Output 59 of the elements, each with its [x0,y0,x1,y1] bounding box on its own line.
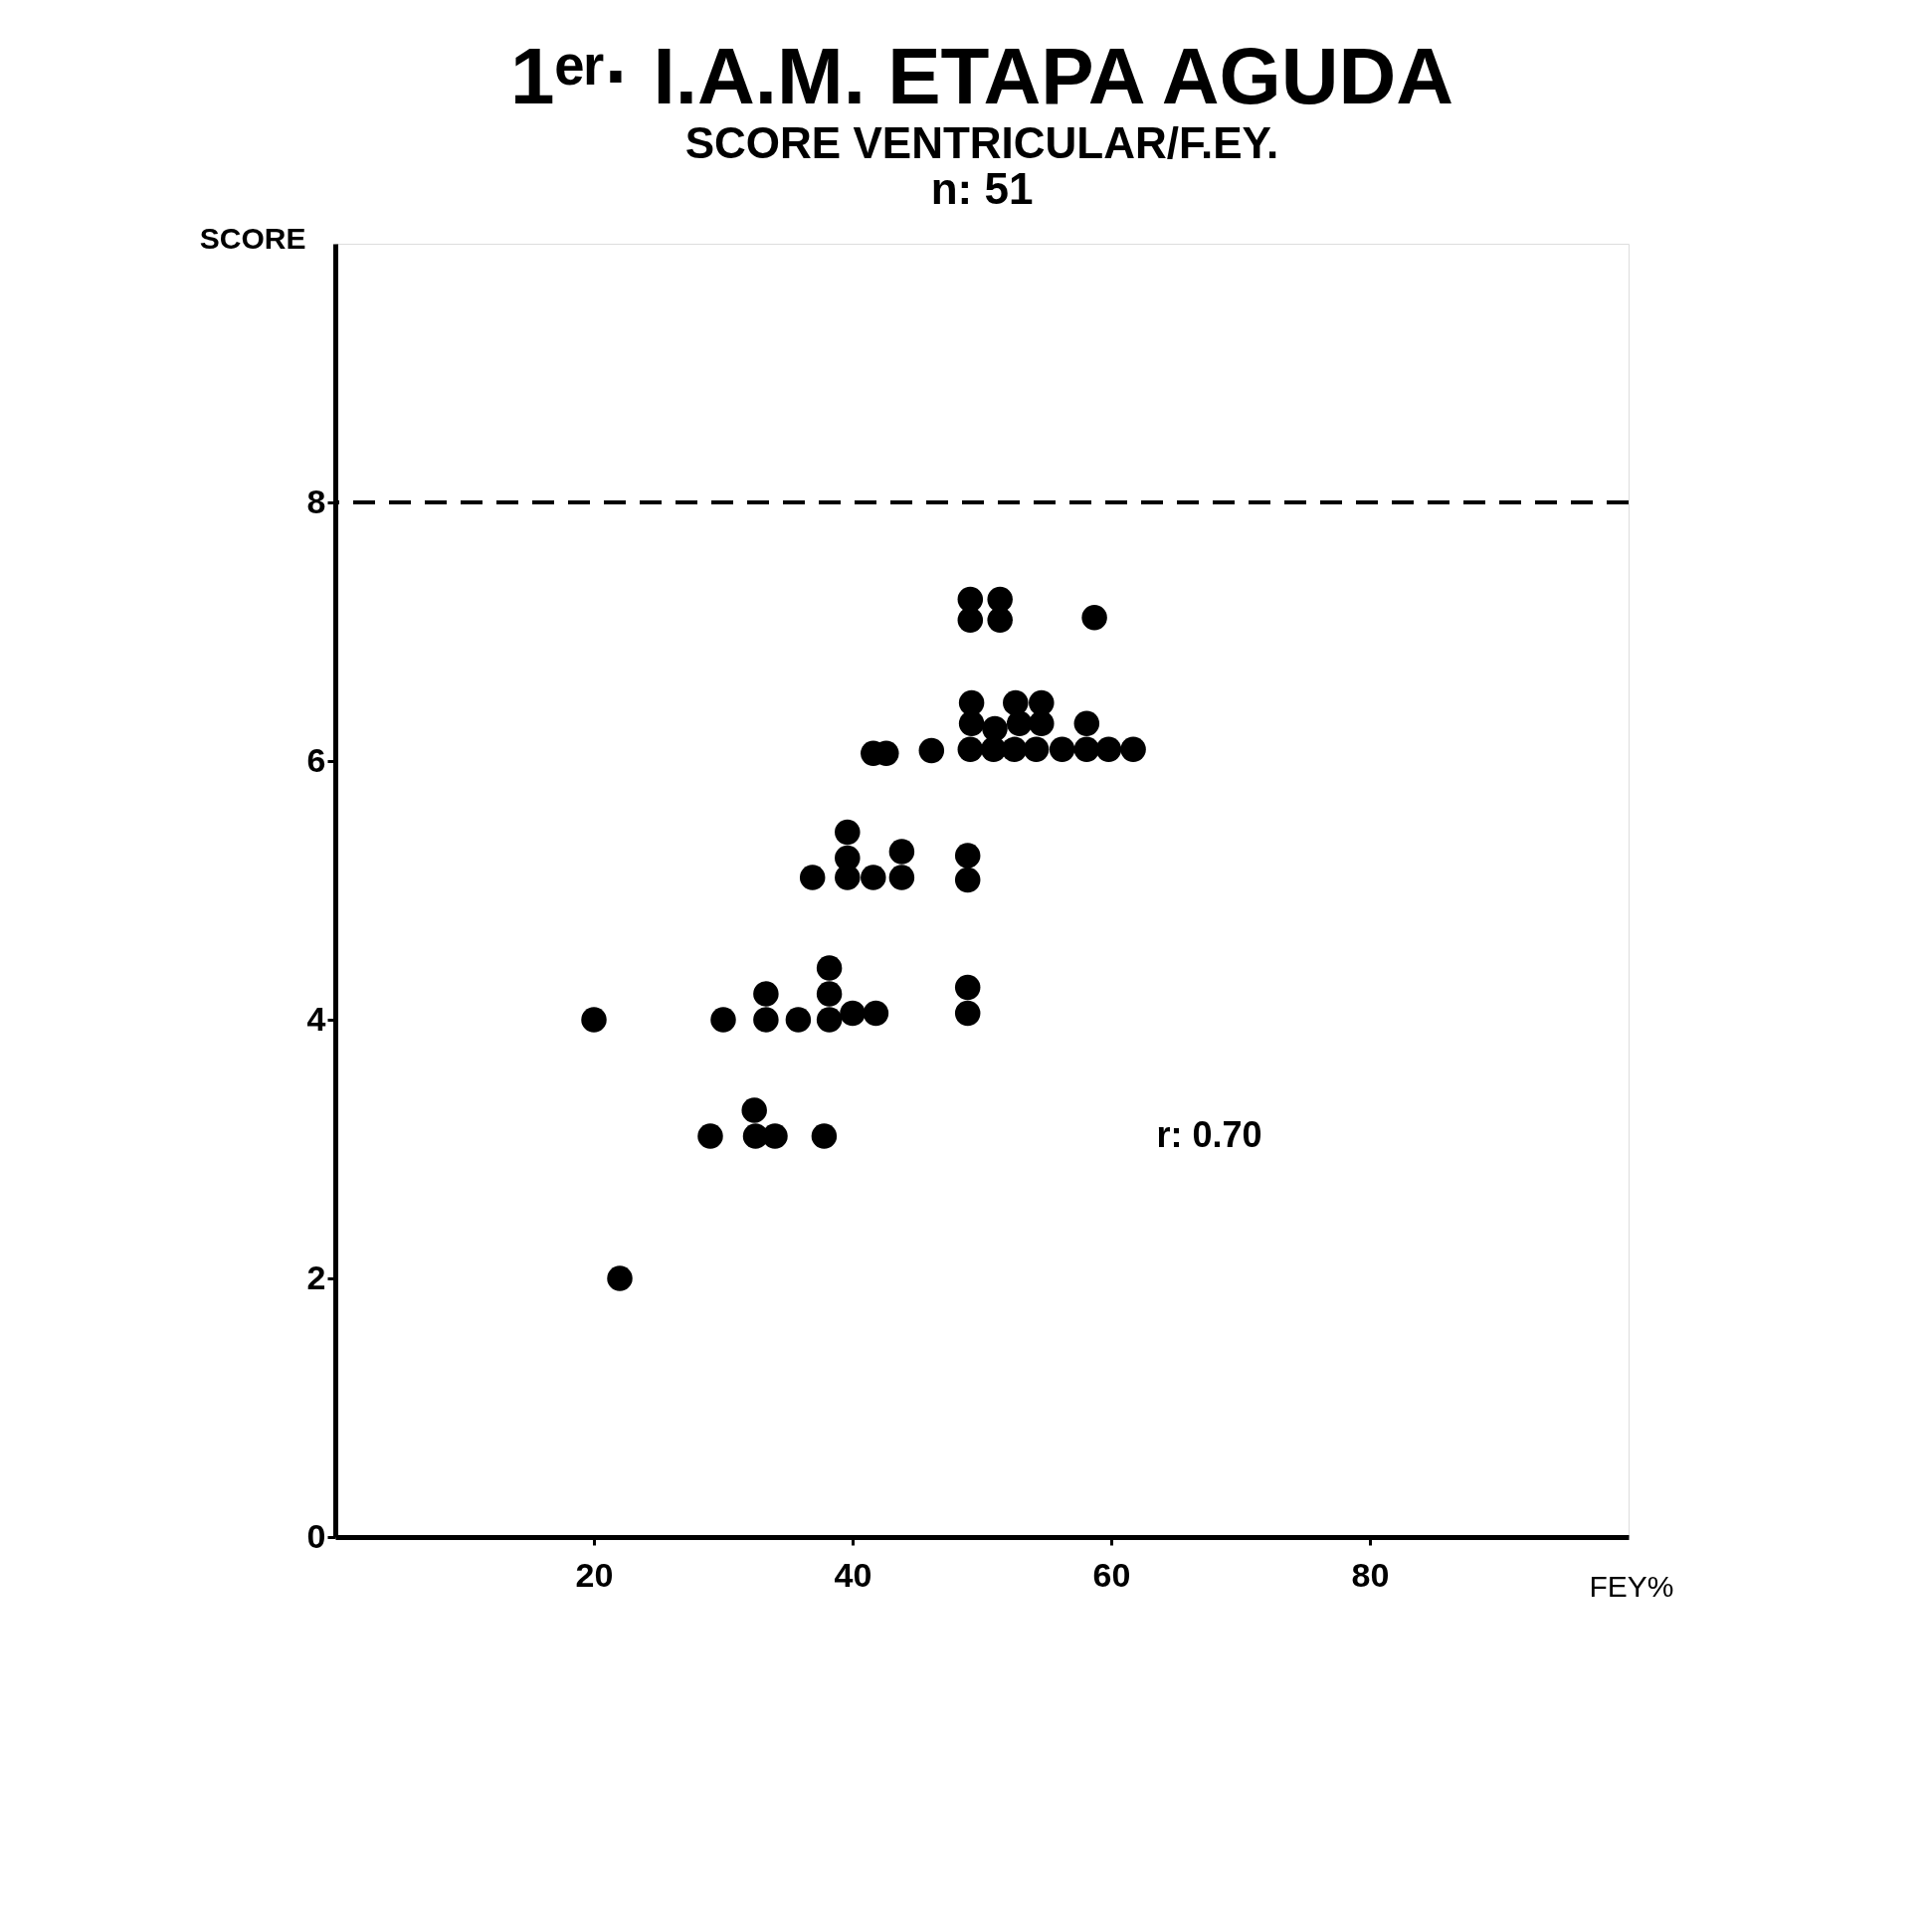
point [835,819,861,846]
point [816,981,843,1007]
point [753,1007,779,1033]
point [1095,736,1122,763]
point [957,736,984,763]
point [1001,736,1028,763]
y-tick-label: 8 [306,482,326,520]
point [835,865,861,890]
point [762,1123,788,1149]
text: SCORE VENTRICULAR/F.EY. [684,118,1279,167]
point [1003,689,1029,716]
point [987,586,1013,613]
point [816,955,843,981]
point [799,865,826,890]
y-tick-label: 6 [306,740,326,779]
point [753,981,779,1007]
point [816,1007,843,1033]
annotation: r: 0.70 [1156,1114,1262,1155]
point [785,1007,812,1033]
point [1073,710,1100,737]
point [957,607,984,634]
point [861,865,886,890]
x-axis-title: FEY% [1589,1569,1674,1603]
y-tick-label: 0 [306,1516,326,1555]
chart-title: 1ᵉʳ· I.A.M. ETAPA AGUDA [509,32,1454,120]
point [954,974,981,1001]
point [607,1265,633,1291]
point [987,607,1013,634]
point [954,867,981,893]
point [1073,736,1100,763]
point [888,839,915,865]
x-tick-label: 40 [834,1555,872,1594]
point [863,1000,889,1027]
point [954,843,981,869]
point [581,1007,607,1033]
text: n: 51 [930,164,1034,213]
y-axis-title: SCORE [199,221,306,255]
point [1049,736,1075,763]
point [1029,689,1055,716]
x-tick-label: 60 [1092,1555,1131,1594]
point [1023,736,1050,763]
point [954,1000,981,1027]
x-tick-label: 80 [1351,1555,1390,1594]
point [982,715,1008,742]
point [710,1007,736,1033]
point [1029,710,1055,737]
point [1120,736,1146,763]
point [840,1000,866,1027]
point [697,1123,723,1149]
point [1081,604,1107,631]
point [741,1097,767,1123]
point [918,737,945,764]
point [888,865,915,890]
y-tick-label: 4 [306,999,326,1038]
point [811,1123,838,1149]
y-tick-label: 2 [306,1257,326,1296]
point [958,689,985,716]
x-tick-label: 20 [575,1555,614,1594]
point [957,586,984,613]
